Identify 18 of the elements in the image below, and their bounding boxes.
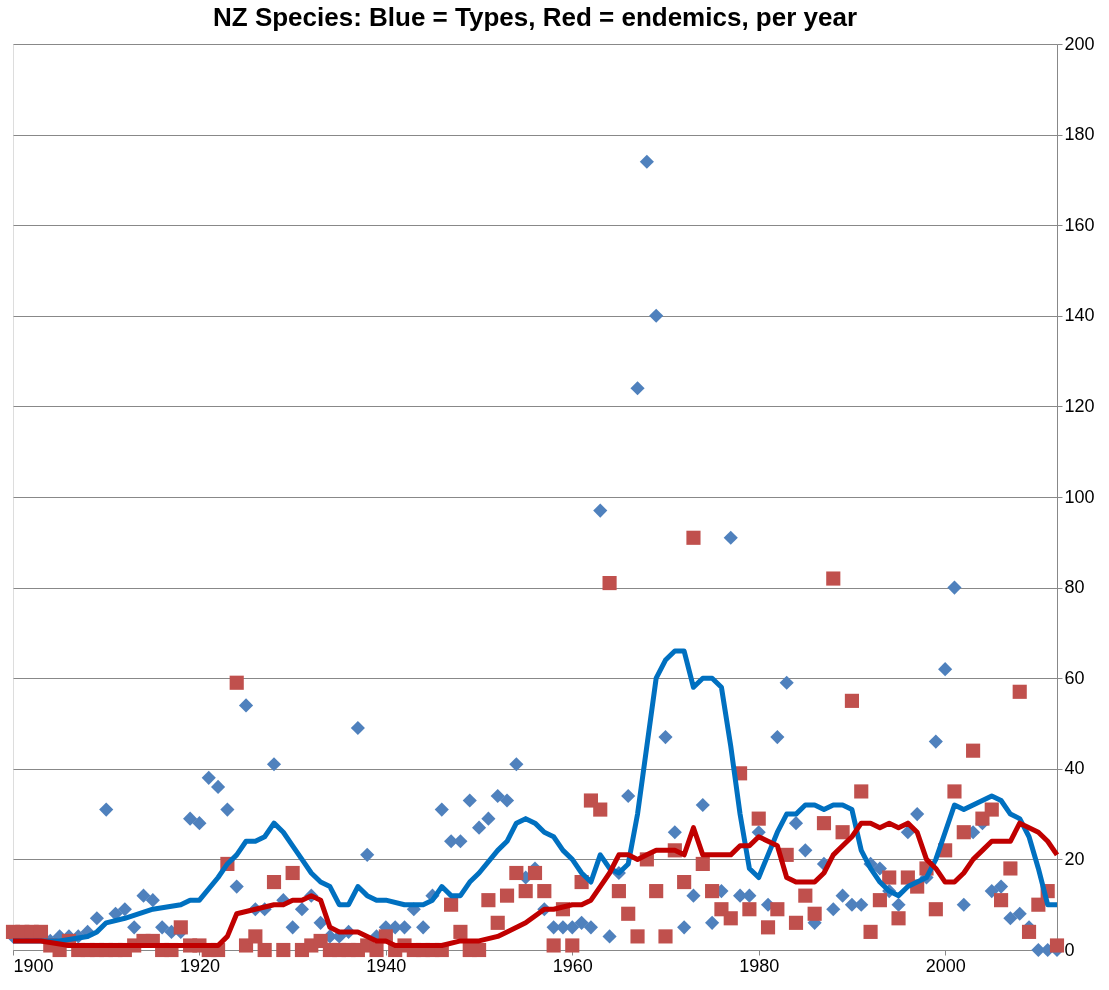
x-tick-label: 1980 [739, 955, 780, 976]
x-tick-label: 1960 [552, 955, 593, 976]
x-tick-label: 1920 [179, 955, 220, 976]
y-tick-label: 20 [1064, 848, 1085, 869]
y-tick-label: 80 [1064, 577, 1085, 598]
x-tick-label: 2000 [925, 955, 966, 976]
y-tick-label: 160 [1064, 214, 1095, 235]
y-tick-label: 40 [1064, 758, 1085, 779]
y-tick-label: 140 [1064, 305, 1095, 326]
chart-title: NZ Species: Blue = Types, Red = endemics, per year [212, 2, 858, 32]
y-tick-label: 120 [1064, 395, 1095, 416]
y-tick-label: 60 [1064, 667, 1085, 688]
x-tick-label: 1940 [366, 955, 407, 976]
y-tick-label: 180 [1064, 124, 1095, 145]
y-tick-label: 100 [1064, 486, 1095, 507]
x-tick-label: 1900 [13, 955, 54, 976]
y-tick-label: 200 [1064, 33, 1095, 54]
y-tick-label: 0 [1064, 939, 1075, 960]
